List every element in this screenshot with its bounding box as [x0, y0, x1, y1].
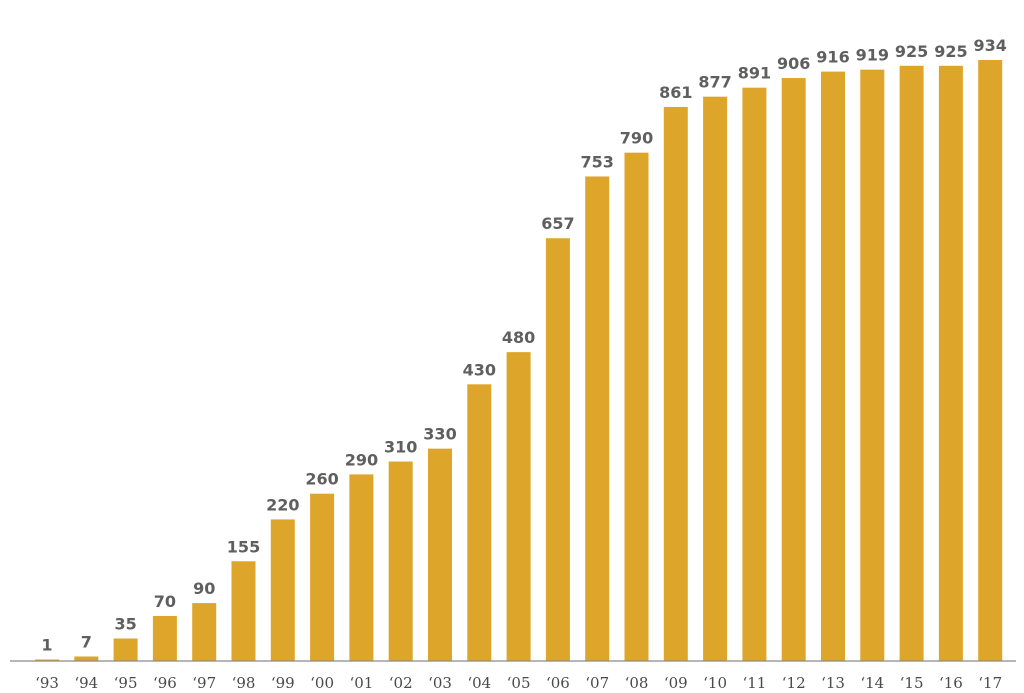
- data-label-19: 906: [777, 54, 810, 73]
- data-label-5: 155: [227, 537, 260, 556]
- data-label-0: 1: [41, 636, 52, 655]
- data-label-1: 7: [81, 633, 92, 652]
- bars-group: [35, 60, 1003, 662]
- bar-4: [192, 603, 217, 661]
- data-label-23: 925: [934, 42, 967, 61]
- bar-7: [310, 493, 335, 661]
- data-label-4: 90: [193, 579, 215, 598]
- x-tick-label-1: ‘94: [74, 674, 98, 692]
- x-tick-label-12: ‘05: [507, 674, 531, 692]
- bar-16: [663, 106, 688, 662]
- x-tick-label-11: ‘04: [467, 674, 491, 692]
- bar-20: [821, 71, 845, 661]
- bar-11: [467, 384, 492, 661]
- bar-24: [978, 60, 1003, 661]
- bar-15: [624, 152, 649, 661]
- bar-6: [270, 519, 295, 661]
- x-tick-label-8: ‘01: [349, 674, 373, 692]
- data-label-16: 861: [659, 83, 692, 102]
- data-label-12: 480: [502, 328, 535, 347]
- bar-22: [899, 65, 924, 662]
- data-label-9: 310: [384, 438, 417, 457]
- data-label-10: 330: [423, 425, 456, 444]
- x-tick-label-16: ‘09: [664, 674, 688, 692]
- data-label-2: 35: [114, 614, 136, 633]
- data-label-21: 919: [856, 46, 889, 65]
- bar-19: [781, 78, 806, 661]
- bar-1: [74, 656, 99, 661]
- x-tick-label-22: ‘15: [900, 674, 924, 692]
- bar-13: [545, 238, 570, 662]
- data-labels-group: 1 7 35 70 90 155 220 260 290 310 330 430 480 657 753 79…: [41, 36, 1006, 655]
- data-label-6: 220: [266, 495, 299, 514]
- x-tick-label-14: ‘07: [585, 674, 609, 692]
- bar-17: [703, 96, 728, 662]
- x-tick-label-23: ‘16: [939, 674, 963, 692]
- data-label-15: 790: [620, 129, 653, 148]
- data-label-18: 891: [738, 64, 771, 83]
- bar-8: [349, 474, 374, 661]
- data-label-13: 657: [541, 214, 574, 233]
- x-tick-label-13: ‘06: [546, 674, 570, 692]
- x-tick-label-4: ‘97: [192, 674, 216, 692]
- data-label-7: 260: [305, 470, 338, 489]
- x-tick-label-10: ‘03: [428, 674, 452, 692]
- x-tick-label-15: ‘08: [625, 674, 649, 692]
- bar-23: [938, 65, 963, 662]
- data-label-24: 934: [973, 36, 1006, 55]
- bar-18: [742, 87, 767, 662]
- bar-10: [428, 448, 452, 661]
- data-label-14: 753: [580, 152, 613, 171]
- x-tick-label-24: ‘17: [978, 674, 1002, 692]
- x-tick-label-5: ‘98: [232, 674, 256, 692]
- x-tick-label-18: ‘11: [742, 674, 766, 692]
- x-tick-label-17: ‘10: [703, 674, 727, 692]
- bar-2: [113, 638, 138, 661]
- x-tick-label-6: ‘99: [271, 674, 295, 692]
- data-label-17: 877: [698, 73, 731, 92]
- data-label-8: 290: [345, 450, 378, 469]
- bar-14: [585, 176, 610, 661]
- x-tick-labels-group: ‘93 ‘94 ‘95 ‘96 ‘97 ‘98 ‘99 ‘00 ‘01 ‘02 ‘03 ‘04 ‘05 ‘…: [35, 674, 1002, 692]
- bar-21: [860, 69, 885, 661]
- bar-5: [231, 561, 256, 661]
- x-tick-label-0: ‘93: [35, 674, 59, 692]
- bar-0: [35, 659, 59, 661]
- x-tick-label-20: ‘13: [821, 674, 845, 692]
- x-tick-label-3: ‘96: [153, 674, 177, 692]
- x-tick-label-7: ‘00: [310, 674, 334, 692]
- bar-9: [388, 461, 413, 661]
- x-tick-label-21: ‘14: [860, 674, 884, 692]
- x-tick-label-19: ‘12: [782, 674, 806, 692]
- data-label-11: 430: [463, 360, 496, 379]
- data-label-22: 925: [895, 42, 928, 61]
- x-tick-label-2: ‘95: [114, 674, 138, 692]
- data-label-20: 916: [816, 48, 849, 67]
- bar-12: [506, 352, 531, 661]
- x-tick-label-9: ‘02: [389, 674, 413, 692]
- data-label-3: 70: [154, 592, 176, 611]
- bar-3: [152, 615, 177, 661]
